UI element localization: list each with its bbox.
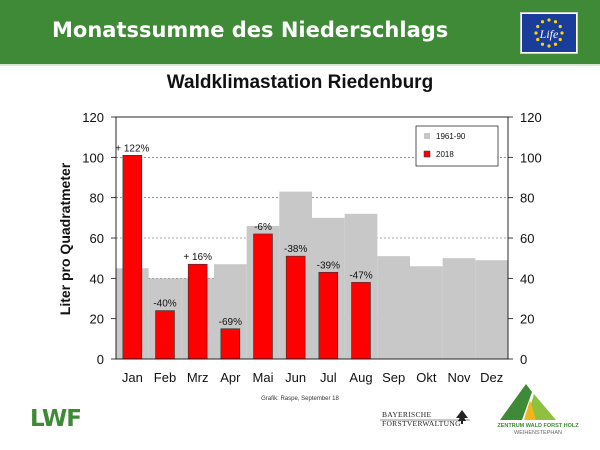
bar-1961-90-okt	[410, 266, 443, 359]
bar-annotation-mai: -6%	[254, 222, 272, 233]
eu-star	[547, 44, 551, 48]
bars	[116, 155, 508, 360]
bar-annotation-apr: -69%	[219, 317, 242, 328]
x-tick-label-mai: Mai	[253, 370, 274, 385]
plot-frame	[111, 116, 513, 360]
tick-labels: 0 0 20 20 40 40 60 60 80 80 100 100 120 120 Jan Feb Mrz A…	[82, 110, 541, 385]
bar-1961-90-sep	[377, 256, 410, 359]
y-tick-label-right: 60	[520, 231, 534, 246]
legend-swatch-1961-90	[424, 133, 430, 139]
x-tick-label-jun: Jun	[285, 370, 306, 385]
x-tick-label-nov: Nov	[447, 370, 471, 385]
y-tick-label-left: 40	[90, 271, 104, 286]
y-tick-label-left: 60	[90, 231, 104, 246]
bar-2018-mai	[253, 233, 273, 360]
legend-box	[415, 125, 499, 167]
zwfh-mountain-logo	[500, 384, 556, 420]
y-tick-label-left: 0	[97, 352, 104, 367]
bar-2018-aug	[351, 282, 371, 360]
legend-label-1961-90: 1961-90	[436, 132, 466, 141]
chart-title: Waldklimastation Riedenburg	[166, 72, 434, 93]
y-tick-label-right: 40	[520, 271, 534, 286]
zwfh-text: ZENTRUM WALD FORST HOLZ WEIHENSTEPHAN	[497, 423, 579, 436]
x-tick-label-feb: Feb	[154, 370, 176, 385]
header-divider	[0, 64, 600, 66]
bar-2018-jun	[285, 255, 306, 360]
bar-1961-90-dez	[475, 260, 508, 359]
eu-life-logo: Life	[520, 12, 578, 54]
y-tick-label-left: 80	[90, 191, 104, 206]
y-axis-label: Liter pro Quadratmeter	[57, 162, 73, 315]
svg-text:LWF: LWF	[30, 406, 80, 430]
bar-2018-feb	[155, 310, 175, 360]
eu-star	[558, 24, 562, 29]
y-tick-label-right: 100	[520, 150, 542, 165]
bar-1961-90-nov	[442, 258, 476, 359]
svg-text:Life: Life	[539, 27, 559, 41]
eu-star	[536, 37, 540, 42]
eu-star	[540, 20, 545, 24]
eu-star	[540, 42, 545, 46]
legend-swatch-2018	[423, 150, 431, 158]
bar-annotation-jan: + 122%	[115, 143, 149, 154]
bar-annotation-feb: -40%	[153, 299, 176, 310]
x-tick-label-okt: Okt	[416, 370, 437, 385]
x-tick-label-dez: Dez	[480, 370, 503, 385]
legend-label-2018: 2018	[436, 150, 454, 159]
chart-credit: Grafik: Raspe, September 18	[261, 396, 339, 402]
bar-2018-jan	[122, 155, 143, 360]
bar-annotation-mrz: + 16%	[183, 252, 212, 263]
x-tick-label-jan: Jan	[122, 370, 143, 385]
x-tick-label-aug: Aug	[349, 370, 372, 385]
eu-star	[536, 24, 540, 29]
bar-annotation-jul: -39%	[317, 260, 340, 271]
eu-star	[553, 42, 558, 46]
eu-star	[558, 37, 562, 42]
bar-2018-mrz	[187, 263, 208, 360]
header-title: Monatssumme des Niederschlags	[52, 18, 449, 42]
y-tick-label-right: 20	[520, 312, 534, 327]
y-tick-label-right: 0	[520, 352, 527, 367]
eu-star	[553, 20, 558, 24]
y-tick-label-right: 120	[520, 110, 542, 125]
y-tick-label-right: 80	[520, 191, 534, 206]
eu-star	[560, 31, 564, 35]
legend: 1961-90 2018	[415, 125, 499, 167]
lwf-logo: LWF	[30, 406, 80, 430]
header-bar: Monatssumme des Niederschlags Life	[0, 0, 600, 66]
x-tick-label-jul: Jul	[320, 370, 337, 385]
forest-administration-logo	[380, 410, 470, 424]
eu-star	[534, 31, 538, 35]
x-tick-label-apr: Apr	[220, 370, 241, 385]
bar-annotations: + 122% -40% + 16% -69% -6% -38% -39% -47%	[115, 143, 373, 327]
x-tick-label-mrz: Mrz	[187, 370, 209, 385]
bar-2018-apr	[220, 328, 241, 360]
y-tick-label-left: 120	[82, 110, 104, 125]
eu-star	[547, 18, 551, 22]
y-tick-label-left: 20	[90, 312, 104, 327]
bar-annotation-aug: -47%	[349, 270, 372, 281]
bar-annotation-jun: -38%	[284, 244, 307, 255]
plot-border	[115, 116, 509, 360]
forest-administration-text: BAYERISCHE FORSTVERWALTUNG	[382, 410, 461, 428]
y-tick-label-left: 100	[82, 150, 104, 165]
bar-2018-jul	[318, 271, 339, 360]
x-tick-label-sep: Sep	[382, 370, 405, 385]
